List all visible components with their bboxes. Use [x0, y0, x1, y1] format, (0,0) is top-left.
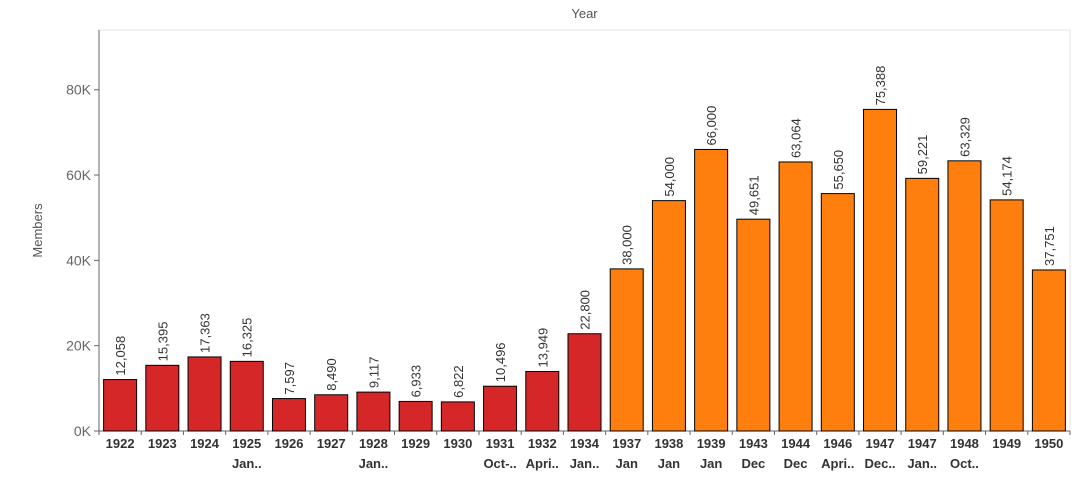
x-tick-label: 1934 [570, 436, 600, 451]
x-tick-label: 1930 [443, 436, 472, 451]
y-tick-label: 80K [66, 82, 92, 98]
x-tick-label: 1946 [823, 436, 852, 451]
x-tick-label: 1939 [697, 436, 726, 451]
x-tick-label: 1932 [528, 436, 557, 451]
x-tick-sublabel: Jan [700, 456, 722, 471]
data-label: 6,933 [409, 365, 424, 398]
data-label: 17,363 [198, 313, 213, 353]
x-tick-label: 1929 [401, 436, 430, 451]
bar[interactable] [483, 385, 518, 432]
x-tick-sublabel: Apri.. [821, 456, 854, 471]
y-tick-label: 60K [66, 167, 92, 183]
x-tick-sublabel: Jan [658, 456, 680, 471]
data-label: 54,174 [1000, 156, 1015, 196]
bar[interactable] [736, 218, 771, 432]
bar[interactable] [694, 148, 729, 432]
x-tick-sublabel: Dec [741, 456, 765, 471]
data-label: 38,000 [620, 225, 635, 265]
bar[interactable] [103, 379, 138, 432]
bar[interactable] [398, 400, 433, 432]
x-tick-label: 1948 [950, 436, 979, 451]
x-tick-sublabel: Jan.. [570, 456, 600, 471]
x-tick-label: 1950 [1034, 436, 1063, 451]
data-label: 10,496 [493, 342, 508, 382]
data-label: 75,388 [873, 66, 888, 106]
x-tick-sublabel: Jan.. [907, 456, 937, 471]
x-tick-label: 1947 [866, 436, 895, 451]
x-tick-sublabel: Apri.. [526, 456, 559, 471]
bar[interactable] [947, 160, 982, 432]
bar[interactable] [651, 200, 686, 432]
data-label: 8,490 [324, 358, 339, 391]
bar[interactable] [271, 398, 306, 432]
data-label: 59,221 [915, 135, 930, 175]
x-tick-label: 1931 [486, 436, 515, 451]
x-tick-sublabel: Oct.. [950, 456, 979, 471]
x-tick-label: 1949 [992, 436, 1021, 451]
y-tick-label: 0K [74, 423, 92, 439]
bar[interactable] [1031, 269, 1066, 432]
x-tick-label: 1928 [359, 436, 388, 451]
data-label: 63,064 [789, 118, 804, 158]
y-axis-title: Members [30, 203, 45, 258]
data-label: 54,000 [662, 157, 677, 197]
data-label: 13,949 [535, 328, 550, 368]
bar[interactable] [989, 199, 1024, 432]
x-tick-sublabel: Jan [616, 456, 638, 471]
bar[interactable] [525, 370, 560, 432]
data-label: 55,650 [831, 150, 846, 190]
data-label: 49,651 [746, 175, 761, 215]
data-label: 63,329 [957, 117, 972, 157]
x-tick-label: 1923 [148, 436, 177, 451]
x-axis-title: Year [571, 6, 598, 21]
x-tick-label: 1944 [781, 436, 811, 451]
data-label: 6,822 [451, 365, 466, 398]
data-label: 7,597 [282, 362, 297, 395]
y-tick-label: 20K [66, 338, 92, 354]
bar[interactable] [187, 356, 222, 432]
x-tick-label: 1926 [275, 436, 304, 451]
x-tick-sublabel: Dec.. [864, 456, 895, 471]
data-label: 16,325 [240, 318, 255, 358]
x-tick-label: 1938 [654, 436, 683, 451]
bar[interactable] [356, 391, 391, 432]
x-tick-label: 1937 [612, 436, 641, 451]
data-label: 12,058 [113, 336, 128, 376]
x-tick-label: 1925 [232, 436, 261, 451]
bar[interactable] [314, 394, 349, 432]
x-tick-label: 1927 [317, 436, 346, 451]
data-label: 15,395 [155, 322, 170, 362]
x-tick-sublabel: Oct-.. [483, 456, 516, 471]
x-tick-sublabel: Jan.. [359, 456, 389, 471]
data-label: 22,800 [578, 290, 593, 330]
y-tick-label: 40K [66, 252, 92, 268]
data-label: 66,000 [704, 106, 719, 146]
bar[interactable] [229, 360, 264, 432]
bar[interactable] [820, 193, 855, 432]
x-tick-sublabel: Dec [784, 456, 808, 471]
data-label: 37,751 [1042, 226, 1057, 266]
x-tick-label: 1924 [190, 436, 220, 451]
bar[interactable] [609, 268, 644, 432]
x-tick-label: 1947 [908, 436, 937, 451]
bar[interactable] [863, 108, 898, 432]
x-tick-label: 1922 [106, 436, 135, 451]
bar[interactable] [778, 161, 813, 432]
bar[interactable] [905, 177, 940, 432]
data-label: 9,117 [366, 357, 381, 389]
bar[interactable] [440, 401, 475, 432]
x-tick-label: 1943 [739, 436, 768, 451]
bar[interactable] [567, 333, 602, 432]
x-tick-sublabel: Jan.. [232, 456, 262, 471]
bar[interactable] [145, 364, 180, 432]
